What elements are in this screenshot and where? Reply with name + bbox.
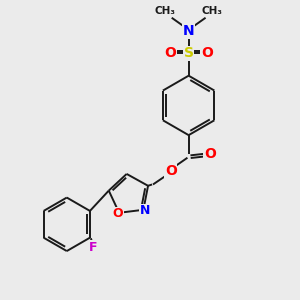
Text: CH₃: CH₃ <box>154 6 176 16</box>
Text: F: F <box>89 241 97 254</box>
Text: O: O <box>204 147 216 160</box>
Text: N: N <box>140 204 150 217</box>
Text: O: O <box>201 46 213 60</box>
Text: O: O <box>112 207 123 220</box>
Text: N: N <box>183 24 194 38</box>
Text: O: O <box>165 164 177 178</box>
Text: S: S <box>184 46 194 60</box>
Text: CH₃: CH₃ <box>202 6 223 16</box>
Text: O: O <box>164 46 176 60</box>
